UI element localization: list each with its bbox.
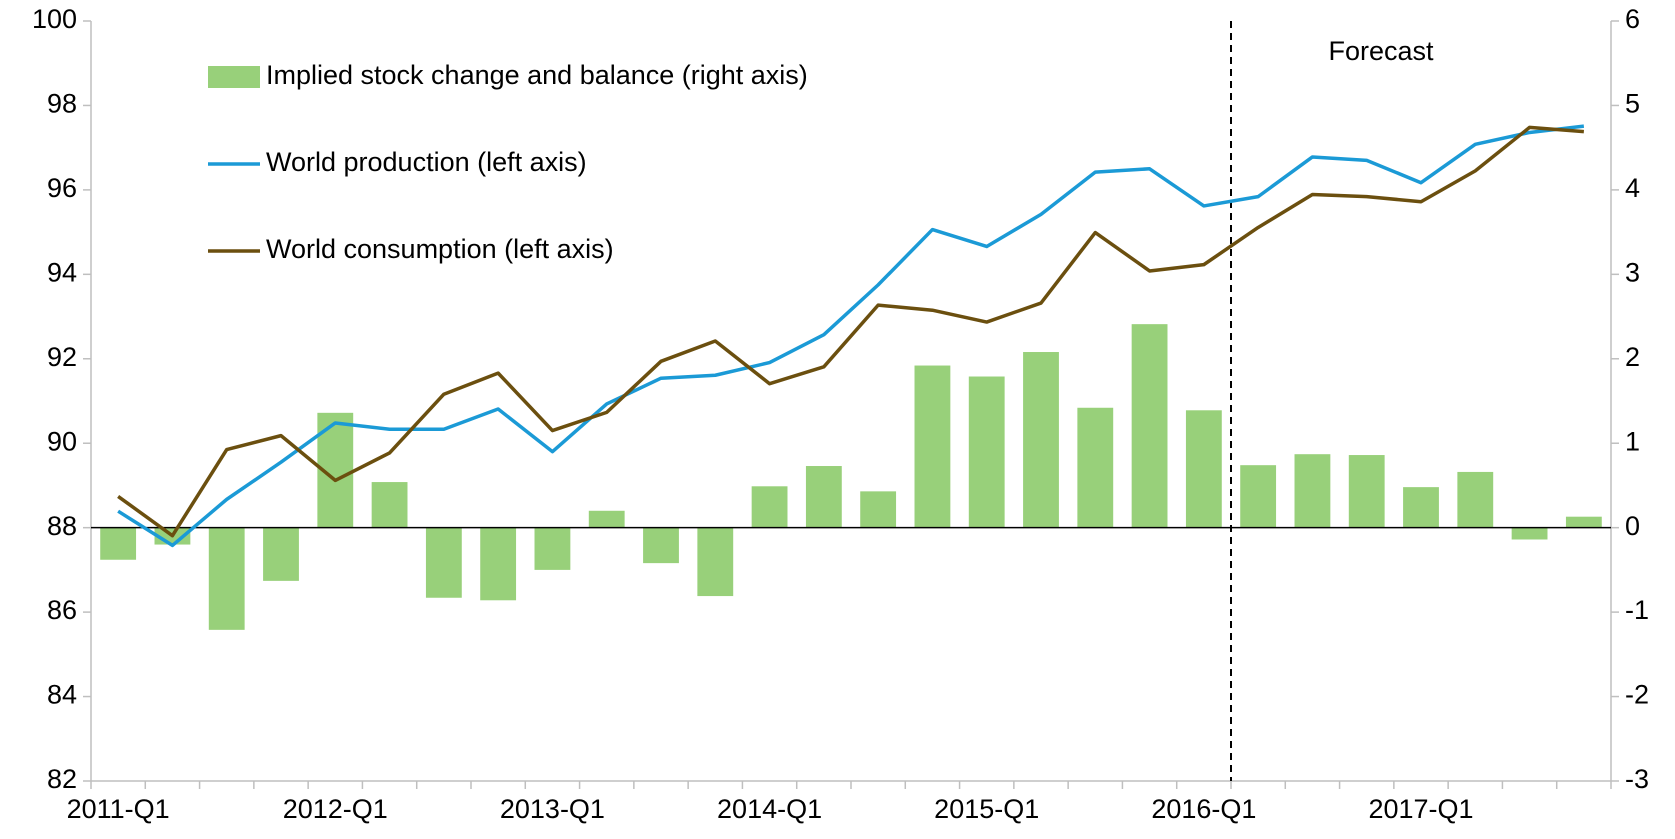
y2-tick-label: 0 bbox=[1625, 511, 1640, 541]
bar bbox=[534, 527, 571, 570]
bar bbox=[1348, 455, 1385, 528]
bar bbox=[1185, 410, 1222, 528]
bar bbox=[371, 482, 408, 528]
x-tick-label: 2013-Q1 bbox=[500, 794, 605, 824]
y-tick-label: 98 bbox=[47, 89, 77, 119]
y-tick-label: 96 bbox=[47, 173, 77, 203]
y2-tick-label: 1 bbox=[1625, 426, 1640, 456]
bar bbox=[751, 486, 788, 528]
y-tick-label: 86 bbox=[47, 595, 77, 625]
y2-tick-label: 3 bbox=[1625, 257, 1640, 287]
legend-swatch bbox=[208, 66, 260, 88]
y-tick-label: 84 bbox=[47, 680, 77, 710]
y2-tick-label: 5 bbox=[1625, 89, 1640, 119]
bar bbox=[1240, 465, 1277, 528]
bar bbox=[1023, 352, 1059, 528]
y2-tick-label: 2 bbox=[1625, 342, 1640, 372]
bar bbox=[588, 510, 625, 528]
line bbox=[117, 125, 1584, 538]
legend-label: Implied stock change and balance (right … bbox=[266, 60, 808, 90]
x-tick-label: 2016-Q1 bbox=[1151, 794, 1256, 824]
bar bbox=[100, 527, 137, 560]
y2-tick-label: -1 bbox=[1625, 595, 1649, 625]
bar bbox=[697, 527, 734, 597]
legend-label: World consumption (left axis) bbox=[266, 234, 614, 264]
forecast-label: Forecast bbox=[1328, 36, 1434, 66]
bar bbox=[1403, 487, 1439, 528]
bar bbox=[1294, 454, 1331, 528]
bar bbox=[643, 527, 679, 564]
bar bbox=[1565, 516, 1602, 528]
y-tick-label: 90 bbox=[47, 426, 77, 456]
bar bbox=[805, 466, 842, 528]
x-tick-label: 2011-Q1 bbox=[67, 794, 170, 824]
y-tick-label: 100 bbox=[32, 4, 77, 34]
bar bbox=[480, 527, 517, 601]
x-tick-label: 2017-Q1 bbox=[1368, 794, 1473, 824]
y2-tick-label: 6 bbox=[1625, 4, 1640, 34]
y2-tick-label: 4 bbox=[1625, 173, 1640, 203]
y-tick-label: 92 bbox=[47, 342, 77, 372]
x-tick-label: 2015-Q1 bbox=[934, 794, 1039, 824]
bar bbox=[860, 491, 897, 528]
y2-tick-label: -3 bbox=[1625, 764, 1649, 794]
legend-label: World production (left axis) bbox=[266, 147, 587, 177]
bar bbox=[1511, 527, 1548, 540]
bar bbox=[1457, 471, 1494, 528]
x-tick-label: 2014-Q1 bbox=[717, 794, 822, 824]
y-tick-label: 82 bbox=[47, 764, 77, 794]
x-tick-label: 2012-Q1 bbox=[283, 794, 388, 824]
y-tick-label: 88 bbox=[47, 511, 77, 541]
y2-tick-label: -2 bbox=[1625, 680, 1649, 710]
line bbox=[117, 124, 1585, 548]
bar bbox=[1077, 407, 1114, 528]
y-tick-label: 94 bbox=[47, 257, 77, 287]
bar bbox=[968, 376, 1005, 528]
bar bbox=[208, 527, 245, 630]
bar bbox=[1131, 324, 1168, 528]
bar bbox=[914, 365, 951, 528]
bar bbox=[263, 527, 299, 581]
bar bbox=[425, 527, 462, 598]
